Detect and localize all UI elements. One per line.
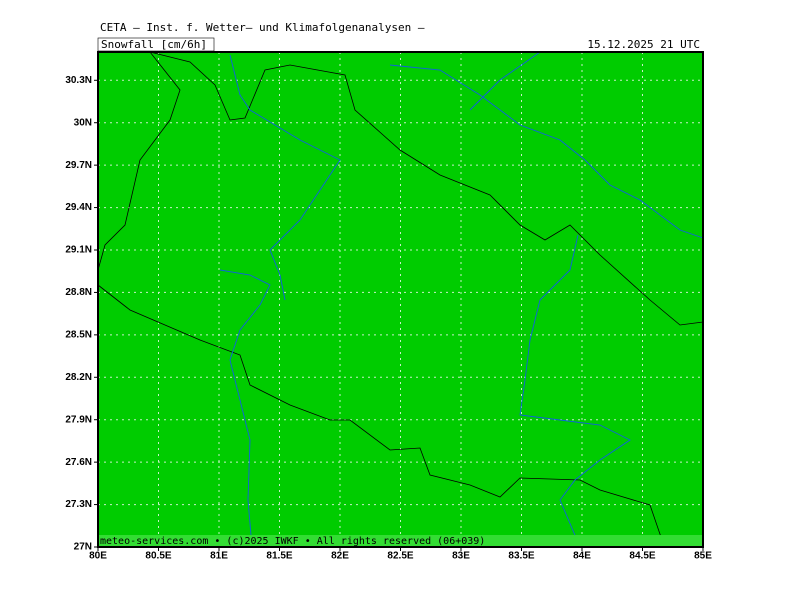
footer-band (98, 535, 703, 547)
river (219, 269, 271, 548)
x-tick-label: 83E (452, 551, 470, 562)
y-tick-label: 30.3N (65, 75, 92, 86)
field-label: Snowfall [cm/6h] (101, 38, 207, 51)
x-tick-label: 82.5E (387, 551, 413, 562)
river (389, 64, 704, 239)
y-tick-label: 29.1N (65, 245, 92, 256)
y-tick-label: 28.5N (65, 329, 92, 340)
y-tick-label: 29.7N (65, 160, 92, 171)
y-tick-label: 27.3N (65, 499, 92, 510)
y-tick-label: 29.4N (65, 202, 92, 213)
x-tick-label: 84E (573, 551, 591, 562)
header-title: CETA — Inst. f. Wetter— und Klimafolgena… (100, 21, 425, 34)
x-tick-label: 82E (331, 551, 349, 562)
y-tick-label: 28.2N (65, 372, 92, 383)
y-tick-label: 30N (74, 117, 92, 128)
x-tick-label: 85E (694, 551, 712, 562)
y-tick-label: 27.9N (65, 414, 92, 425)
y-tick-label: 27N (74, 542, 92, 553)
river (519, 234, 631, 548)
y-tick-label: 28.8N (65, 287, 92, 298)
border (149, 51, 704, 326)
x-tick-label: 81.5E (266, 551, 292, 562)
river (229, 54, 341, 301)
footer-text: meteo-services.com • (c)2025 IWKF • All … (100, 536, 485, 547)
river (469, 51, 541, 111)
border (97, 284, 663, 541)
border (97, 51, 181, 271)
y-tick-label: 27.6N (65, 457, 92, 468)
x-tick-label: 83.5E (508, 551, 534, 562)
x-tick-label: 81E (210, 551, 228, 562)
x-tick-label: 80E (89, 551, 107, 562)
x-tick-label: 80.5E (145, 551, 171, 562)
valid-time: 15.12.2025 21 UTC (587, 38, 700, 51)
x-tick-label: 84.5E (629, 551, 655, 562)
